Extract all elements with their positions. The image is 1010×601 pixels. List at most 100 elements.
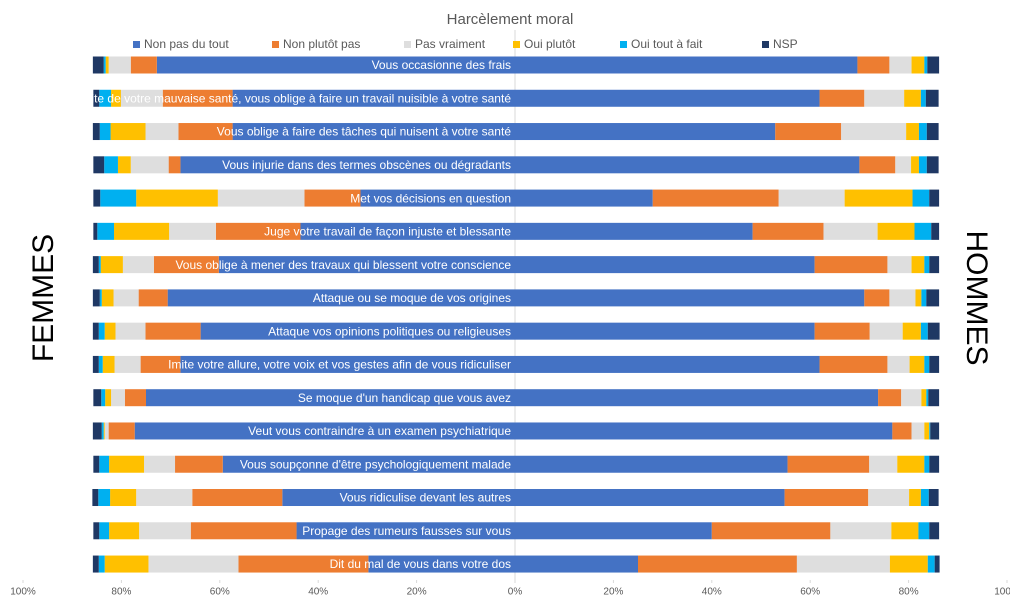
bar-femmes: [178, 123, 233, 141]
bar-femmes: [114, 355, 141, 373]
bar-hommes: [859, 156, 896, 174]
bar-femmes: [156, 56, 515, 74]
bar-femmes: [101, 289, 114, 307]
x-tick-label: 60%: [210, 587, 230, 598]
chart-title: Harcèlement moral: [447, 11, 574, 28]
bar-femmes: [98, 555, 105, 573]
bar-hommes: [638, 555, 797, 573]
bar-femmes: [101, 389, 106, 407]
bar-femmes: [136, 189, 218, 207]
bar-femmes: [190, 522, 297, 540]
category-label: Vous oblige à faire des tâches qui nuise…: [217, 125, 512, 139]
bar-femmes: [200, 322, 515, 340]
bar-hommes: [515, 156, 860, 174]
right-label: HOMMES: [960, 231, 993, 366]
bar-femmes: [140, 355, 181, 373]
bar-hommes: [921, 289, 927, 307]
x-tick-label: 100%: [10, 587, 36, 598]
bar-femmes: [139, 522, 191, 540]
bar-hommes: [515, 355, 820, 373]
bar-femmes: [92, 322, 99, 340]
bar-femmes: [104, 322, 116, 340]
bar-femmes: [130, 56, 157, 74]
bar-femmes: [102, 355, 115, 373]
bar-femmes: [134, 422, 515, 440]
bar-hommes: [924, 455, 930, 473]
bar-hommes: [929, 422, 931, 440]
bar-femmes: [105, 389, 112, 407]
bar-hommes: [895, 156, 912, 174]
bar-hommes: [515, 522, 712, 540]
category-label: Vous injurie dans des termes obscènes ou…: [222, 158, 511, 172]
bar-femmes: [232, 123, 516, 141]
bar-hommes: [915, 289, 922, 307]
bar-femmes: [92, 123, 100, 141]
bar-femmes: [168, 156, 181, 174]
x-tick-label: 100%: [994, 587, 1010, 598]
legend-label: NSP: [773, 37, 798, 51]
bar-femmes: [111, 389, 125, 407]
bar-femmes: [180, 355, 515, 373]
bar-hommes: [864, 289, 890, 307]
bar-hommes: [868, 489, 910, 507]
bar-hommes: [889, 56, 912, 74]
bar-femmes: [99, 289, 102, 307]
legend-swatch: [404, 41, 411, 48]
bar-hommes: [906, 123, 919, 141]
bar-femmes: [115, 322, 146, 340]
bar-femmes: [93, 222, 98, 240]
bar-femmes: [104, 422, 109, 440]
x-tick-label: 80%: [899, 587, 919, 598]
bar-hommes: [844, 189, 913, 207]
bar-hommes: [515, 322, 815, 340]
bar-hommes: [918, 522, 930, 540]
bar-hommes: [887, 256, 912, 274]
bar-femmes: [108, 56, 131, 74]
bar-femmes: [368, 555, 515, 573]
category-label: Imite votre allure, votre voix et vos ge…: [168, 358, 511, 372]
bar-hommes: [515, 289, 865, 307]
bar-femmes: [144, 455, 176, 473]
x-tick-label: 20%: [603, 587, 623, 598]
bar-femmes: [169, 222, 216, 240]
bar-hommes: [515, 56, 858, 74]
bar-femmes: [232, 89, 516, 107]
category-label: Propage des rumeurs fausses sur vous: [302, 524, 511, 538]
bar-hommes: [931, 222, 940, 240]
category-label: Profite de votre mauvaise santé, vous ob…: [69, 91, 511, 105]
bar-femmes: [99, 89, 112, 107]
bar-hommes: [515, 555, 638, 573]
bar-hommes: [830, 522, 892, 540]
bar-femmes: [296, 522, 515, 540]
bar-hommes: [920, 322, 928, 340]
bar-hommes: [515, 123, 776, 141]
bar-hommes: [887, 355, 910, 373]
category-label: Attaque vos opinions politiques ou relig…: [268, 324, 511, 338]
bar-hommes: [515, 89, 820, 107]
legend-swatch: [133, 41, 140, 48]
bar-femmes: [222, 455, 515, 473]
x-tick-label: 40%: [308, 587, 328, 598]
bar-femmes: [97, 222, 115, 240]
bar-femmes: [217, 189, 305, 207]
bar-hommes: [892, 422, 912, 440]
bar-hommes: [901, 389, 922, 407]
bar-femmes: [138, 289, 168, 307]
bar-femmes: [215, 222, 301, 240]
bar-femmes: [92, 555, 99, 573]
bar-femmes: [148, 555, 239, 573]
bar-femmes: [99, 123, 111, 141]
bar-femmes: [360, 189, 515, 207]
bar-femmes: [108, 422, 135, 440]
bar-femmes: [117, 156, 131, 174]
bar-hommes: [823, 222, 878, 240]
bar-hommes: [924, 56, 928, 74]
bar-hommes: [904, 89, 921, 107]
bar-femmes: [218, 256, 516, 274]
bar-femmes: [93, 89, 100, 107]
bar-hommes: [928, 489, 939, 507]
bar-femmes: [175, 455, 223, 473]
x-tick-label: 20%: [407, 587, 427, 598]
bar-hommes: [925, 89, 939, 107]
bar-hommes: [924, 422, 930, 440]
